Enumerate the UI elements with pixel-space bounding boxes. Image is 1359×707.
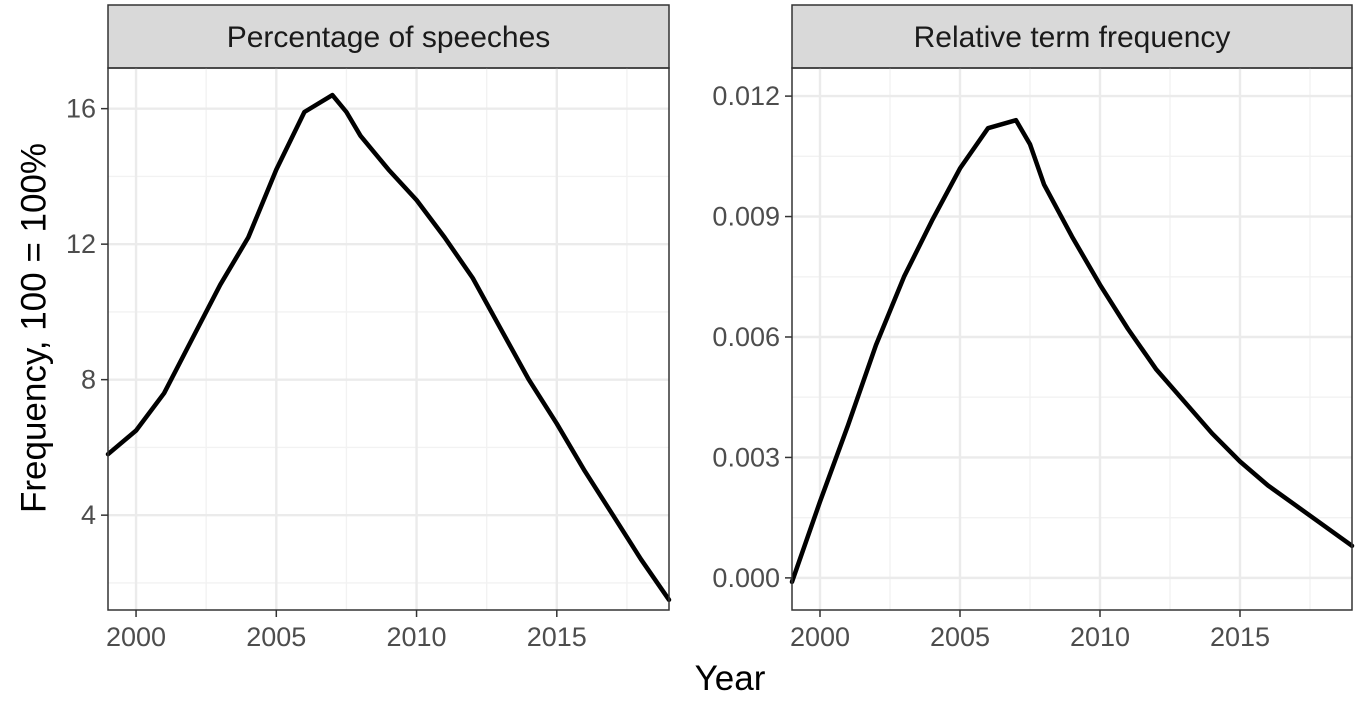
y-tick-label: 0.003: [712, 442, 780, 472]
y-tick-label: 8: [81, 365, 96, 395]
y-tick-label: 0.000: [712, 563, 780, 593]
x-axis-title: Year: [695, 659, 766, 698]
panel-border: [107, 67, 670, 611]
facet-title: Percentage of speeches: [227, 21, 551, 54]
chart-panels: Percentage of speeches 2000 2005 2010 2015 4 8…: [66, 4, 1355, 652]
panel-1: Percentage of speeches 2000 2005 2010 2015 4 8…: [66, 4, 672, 652]
panel-2: Relative term frequency 2000 2005 2010 2015 0…: [712, 4, 1355, 652]
x-tick-label: 2005: [246, 622, 306, 652]
y-tick-label: 16: [66, 94, 96, 124]
facet-title: Relative term frequency: [914, 21, 1231, 54]
series-line: [789, 117, 1355, 585]
x-tick-label: 2005: [930, 622, 990, 652]
y-axis-title: Frequency, 100 = 100%: [15, 143, 54, 513]
facet-strip: [791, 4, 1353, 69]
x-tick-label: 2015: [1210, 622, 1270, 652]
y-tick-label: 0.009: [712, 202, 780, 232]
panel-border: [791, 67, 1353, 611]
facet-strip: [107, 4, 670, 69]
x-tick-label: 2000: [106, 622, 166, 652]
x-tick-label: 2015: [527, 622, 587, 652]
x-tick-label: 2000: [790, 622, 850, 652]
y-tick-label: 0.006: [712, 322, 780, 352]
x-tick-label: 2010: [1070, 622, 1130, 652]
x-tick-label: 2010: [387, 622, 447, 652]
series-line: [105, 92, 672, 603]
y-tick-label: 12: [66, 229, 96, 259]
y-tick-label: 0.012: [712, 81, 780, 111]
y-tick-label: 4: [81, 500, 96, 530]
